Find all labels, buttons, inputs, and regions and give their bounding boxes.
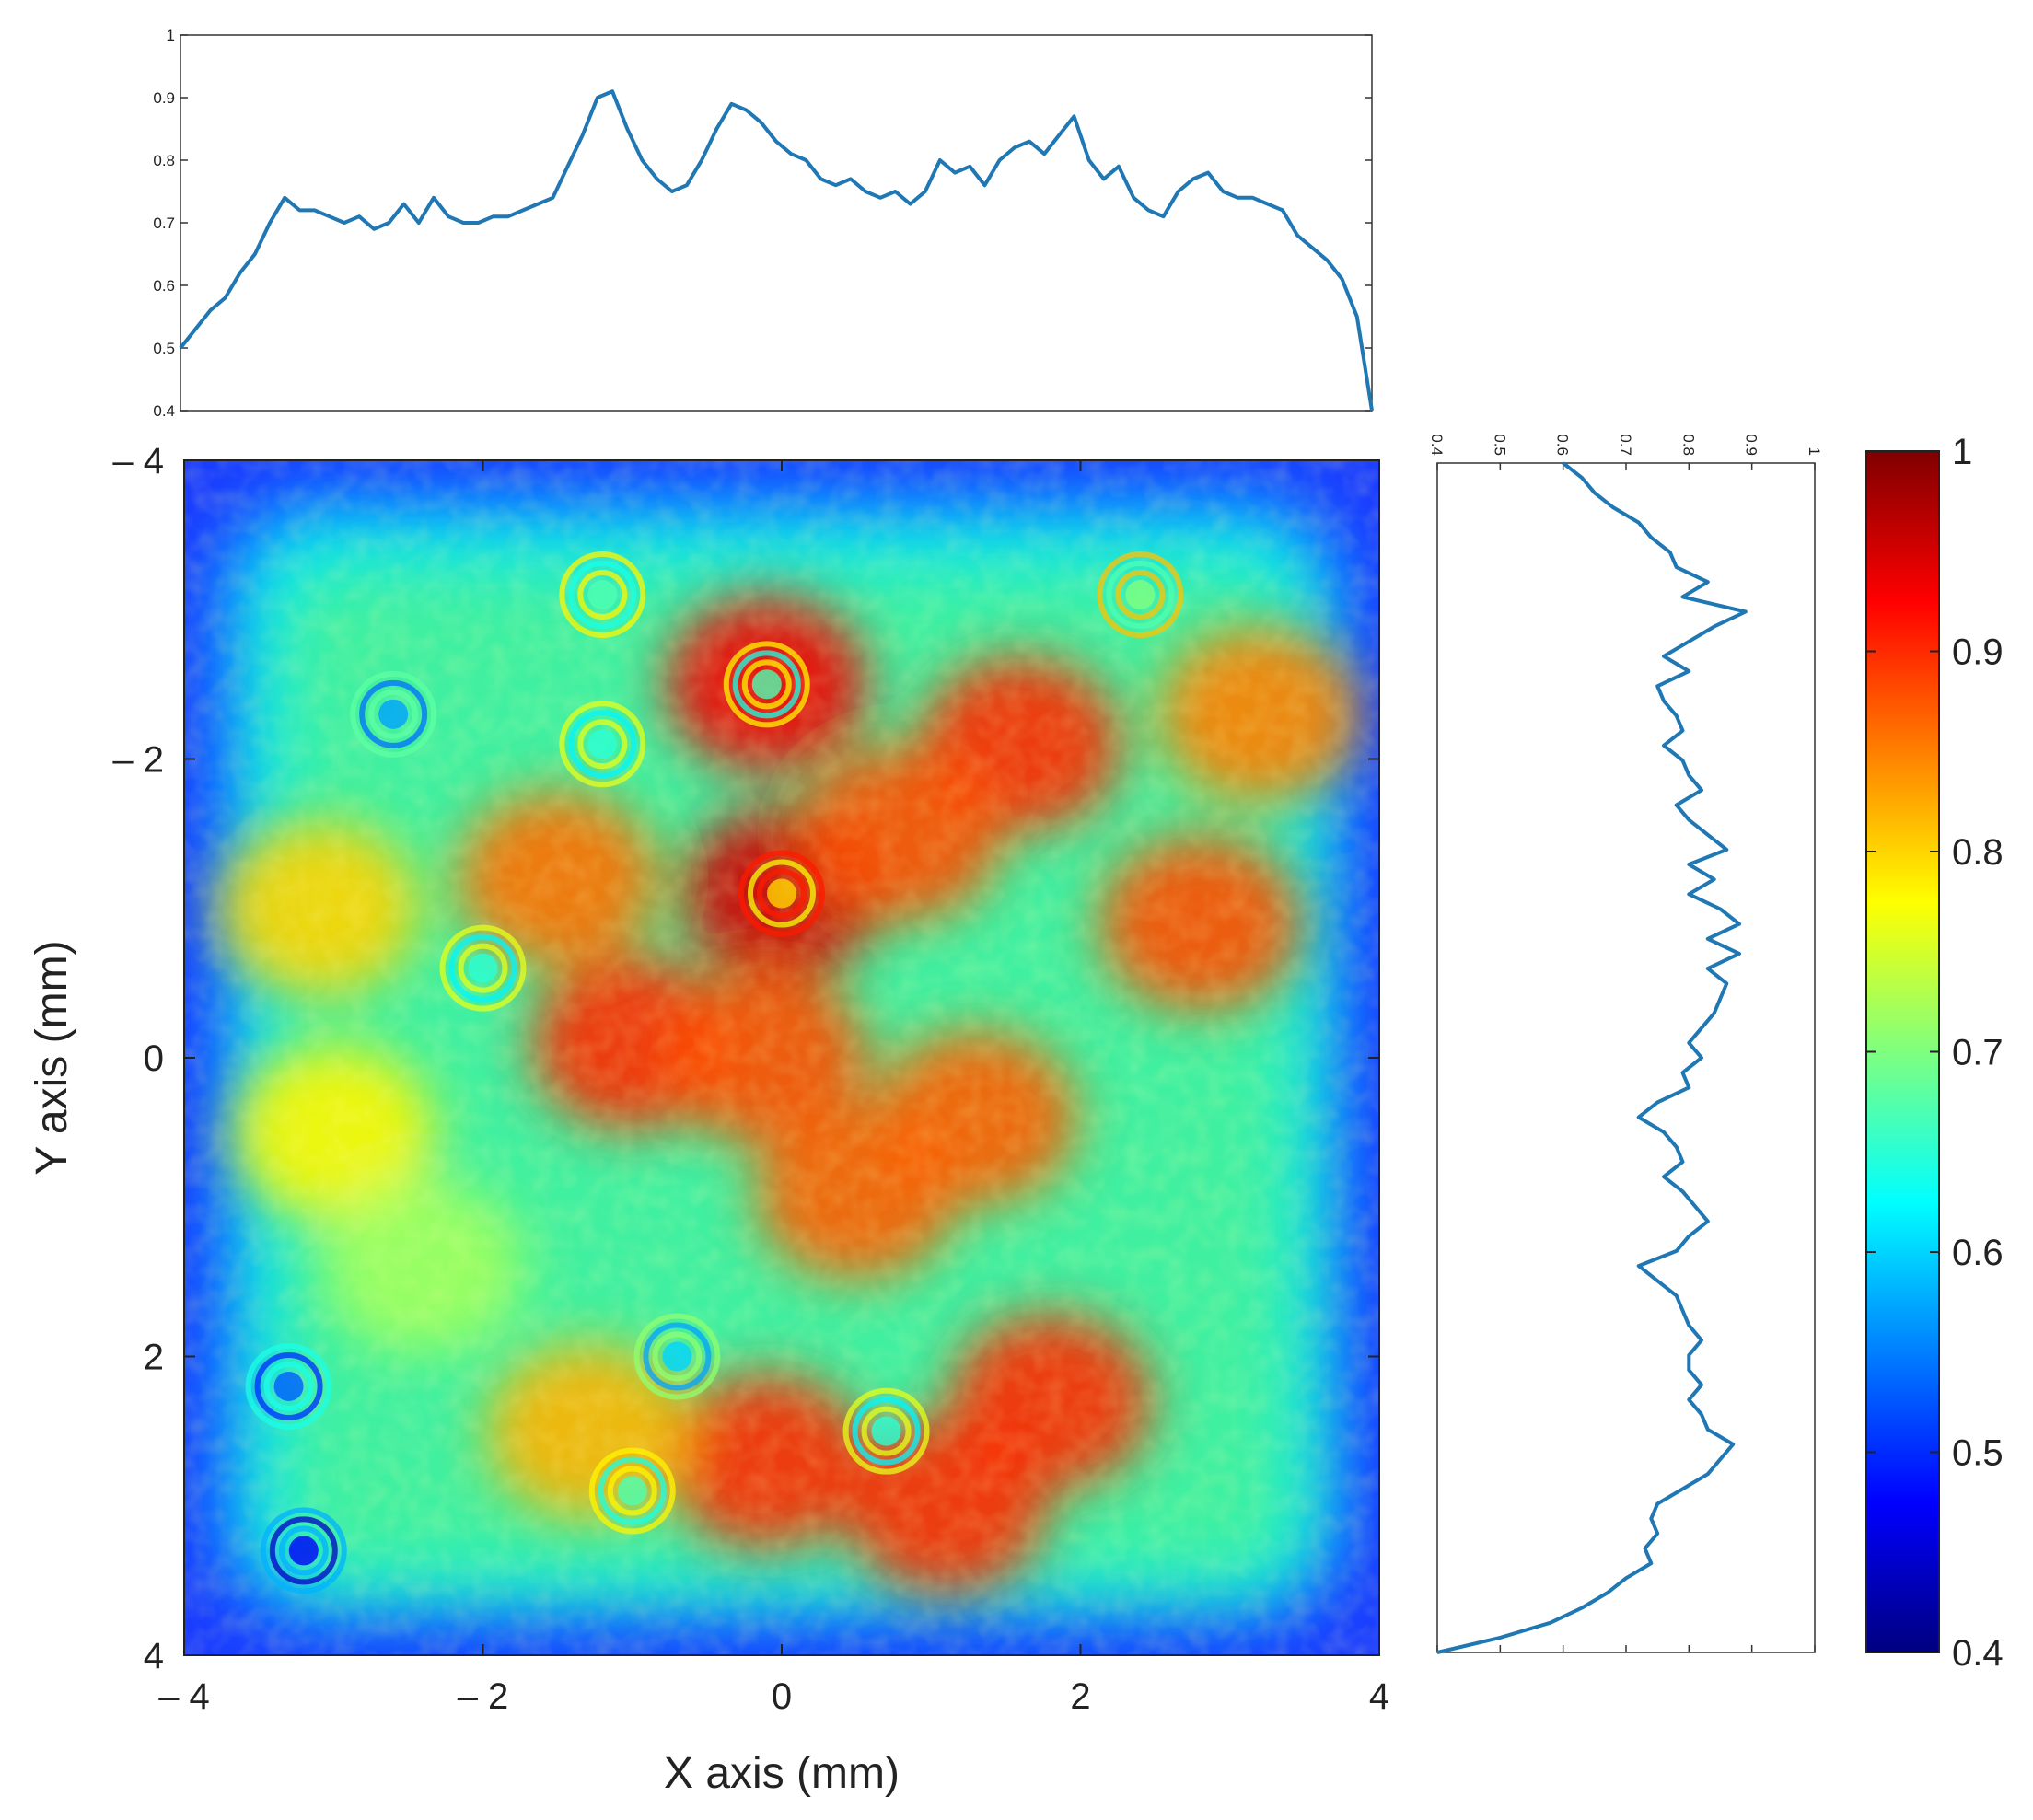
heatmap-x-ticks: – 4 – 2 0 2 4	[158, 460, 1389, 1717]
heatmap-texture	[184, 460, 1379, 1655]
y-profile-tick-label: 0.7	[1617, 434, 1634, 456]
x-profile-tick-label: 0.7	[153, 214, 175, 232]
y-profile-tick-label: 0.4	[1428, 434, 1446, 456]
heatmap-ring	[723, 641, 810, 728]
heatmap-ring	[842, 1387, 930, 1475]
heatmap-ring	[559, 551, 646, 639]
colorbar-tick-label: 0.9	[1952, 632, 2004, 673]
y-profile-tick-label: 0.8	[1679, 434, 1697, 456]
x-profile-tick-label: 1	[167, 27, 175, 44]
heatmap-ring	[738, 850, 825, 937]
y-profile-line	[1436, 461, 1748, 1654]
y-tick-label: – 2	[112, 740, 164, 781]
y-tick-label: 0	[144, 1038, 164, 1079]
colorbar-panel: 0.4 0.5 0.6 0.7 0.8 0.9 1	[1865, 432, 2004, 1674]
y-tick-label: 2	[144, 1338, 164, 1378]
colorbar-tick-label: 0.8	[1952, 832, 2004, 873]
x-tick-label: – 2	[458, 1676, 509, 1717]
x-profile-tick-label: 0.6	[153, 277, 175, 295]
heatmap-rings	[245, 551, 1184, 1594]
x-profile-tick-label: 0.4	[153, 402, 175, 420]
x-tick-label: – 4	[158, 1676, 210, 1717]
y-profile-tick-label: 0.5	[1491, 434, 1508, 456]
x-profile-line	[179, 89, 1374, 412]
x-profile-y-ticks: 0.4 0.5 0.6 0.7 0.8 0.9 1	[153, 27, 1372, 420]
y-profile-tick-label: 0.9	[1743, 434, 1760, 456]
heatmap-ring	[633, 1313, 721, 1400]
colorbar-tick-label: 0.4	[1952, 1633, 2004, 1674]
x-profile-tick-label: 0.9	[153, 89, 175, 107]
y-profile-panel: 0.4 0.5 0.6 0.7 0.8 0.9 1	[1428, 434, 1823, 1654]
x-tick-label: 2	[1070, 1676, 1090, 1717]
colorbar-tick-label: 1	[1952, 432, 1972, 472]
colorbar-tick-label: 0.6	[1952, 1233, 2004, 1273]
y-profile-tick-label: 1	[1806, 447, 1823, 456]
x-profile-frame	[180, 34, 1373, 412]
heatmap-y-ticks: – 4 – 2 0 2 4	[112, 441, 1379, 1676]
y-profile-tick-label: 0.6	[1554, 434, 1572, 456]
heatmap-ring	[588, 1447, 676, 1535]
heatmap-ring	[1097, 551, 1184, 639]
colorbar-ticks: 0.4 0.5 0.6 0.7 0.8 0.9 1	[1866, 432, 2004, 1674]
x-tick-label: 4	[1369, 1676, 1389, 1717]
heatmap-panel: – 4 – 2 0 2 4 – 4 – 2 0 2 4 X axis (mm) Y axis (…	[28, 441, 1389, 1798]
heatmap-ring	[559, 701, 646, 788]
y-axis-title: Y axis (mm)	[28, 940, 76, 1175]
x-profile-tick-label: 0.8	[153, 152, 175, 169]
heatmap-ring	[439, 924, 527, 1012]
colorbar-tick-label: 0.7	[1952, 1033, 2004, 1073]
y-profile-frame	[1436, 462, 1816, 1653]
x-tick-label: 0	[772, 1676, 792, 1717]
colorbar-tick-label: 0.5	[1952, 1433, 2004, 1474]
colorbar-gradient	[1865, 450, 1940, 1653]
x-profile-tick-label: 0.5	[153, 340, 175, 357]
x-axis-title: X axis (mm)	[664, 1749, 900, 1798]
heatmap-ring	[245, 1342, 332, 1430]
x-profile-panel: 0.4 0.5 0.6 0.7 0.8 0.9 1	[153, 27, 1374, 420]
y-tick-label: – 4	[112, 441, 164, 481]
y-profile-x-ticks: 0.4 0.5 0.6 0.7 0.8 0.9 1	[1428, 434, 1823, 1652]
y-tick-label: 4	[144, 1636, 164, 1676]
heatmap-ring	[260, 1507, 347, 1594]
heatmap-ring	[350, 670, 437, 758]
